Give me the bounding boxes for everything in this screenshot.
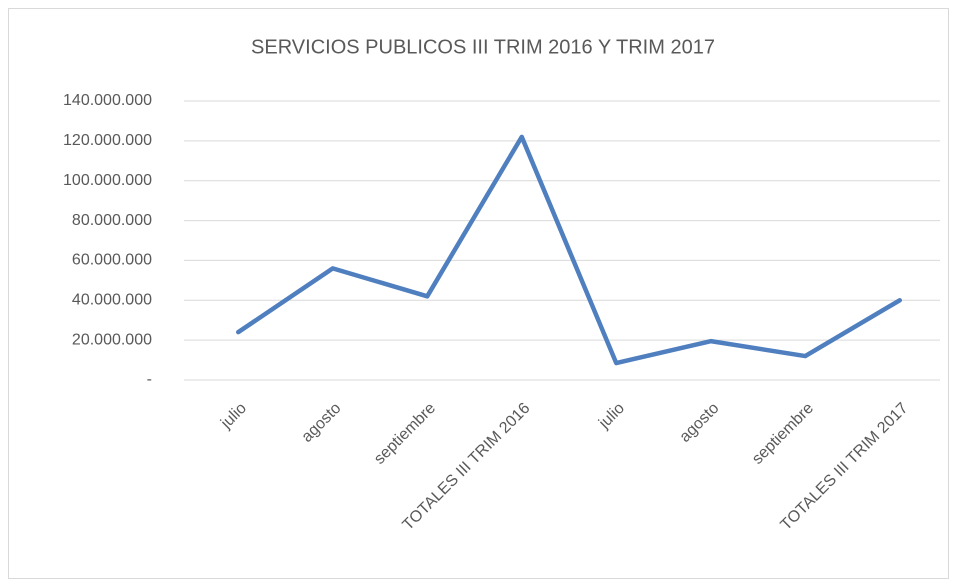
y-tick-label: - (147, 371, 152, 388)
y-tick-label: 140.000.000 (63, 92, 152, 109)
chart-border (8, 8, 949, 579)
y-tick-label: 120.000.000 (63, 132, 152, 149)
y-tick-label: 40.000.000 (72, 292, 152, 309)
chart-title: SERVICIOS PUBLICOS III TRIM 2016 Y TRIM … (251, 36, 715, 58)
y-tick-label: 60.000.000 (72, 252, 152, 269)
y-tick-label: 100.000.000 (63, 172, 152, 189)
y-tick-label: 80.000.000 (72, 212, 152, 229)
y-tick-label: 20.000.000 (72, 331, 152, 348)
line-series (236, 134, 902, 366)
